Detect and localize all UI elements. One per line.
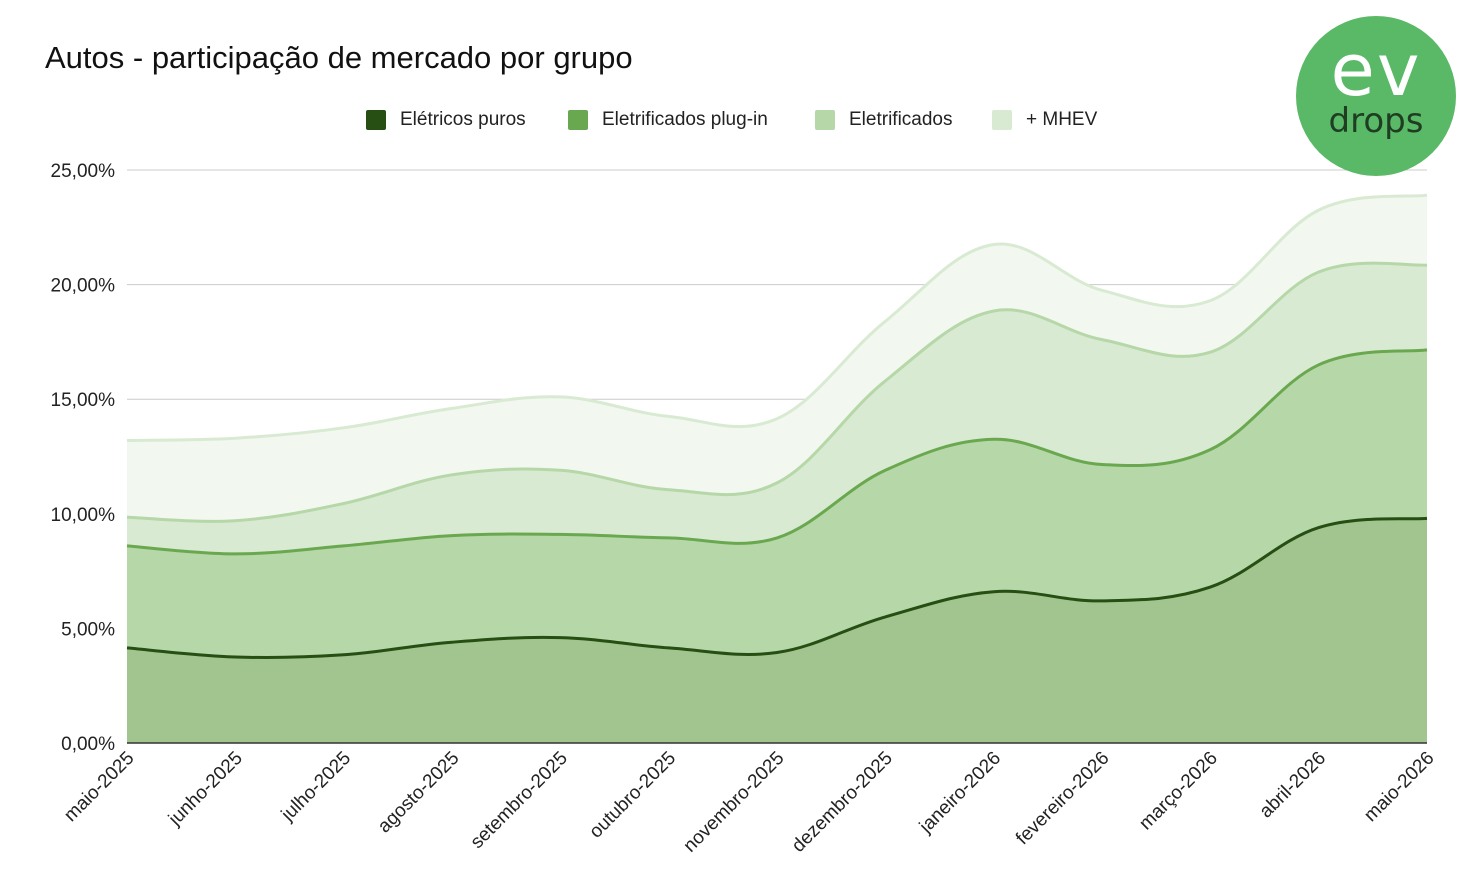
x-tick-label: novembro-2025 <box>680 748 789 857</box>
area-0 <box>127 518 1427 743</box>
legend-item: Elétricos puros <box>366 106 526 134</box>
ev-drops-logo: ev drops <box>1296 16 1456 176</box>
y-tick-label: 0,00% <box>61 734 115 755</box>
y-tick-label: 15,00% <box>51 390 116 411</box>
legend-swatch <box>815 110 835 130</box>
x-tick-label: junho-2025 <box>164 748 247 831</box>
y-tick-label: 5,00% <box>61 619 115 640</box>
x-tick-label: março-2026 <box>1135 748 1222 835</box>
y-tick-label: 25,00% <box>51 161 116 182</box>
x-tick-label: abril-2026 <box>1256 748 1331 823</box>
legend: Elétricos puros Eletrificados plug-in Elet… <box>0 106 1470 134</box>
x-tick-label: agosto-2025 <box>374 748 464 838</box>
series-lines <box>126 193 1428 660</box>
logo-text-drops: drops <box>1328 101 1424 141</box>
areas <box>127 195 1427 743</box>
x-tick-label: setembro-2025 <box>467 748 572 853</box>
legend-item: + MHEV <box>992 106 1097 134</box>
x-tick-label: fevereiro-2026 <box>1012 748 1113 849</box>
x-tick-label: dezembro-2025 <box>788 748 897 857</box>
x-tick-label: julho-2025 <box>277 748 355 826</box>
legend-item: Eletrificados <box>815 106 953 134</box>
legend-item: Eletrificados plug-in <box>568 106 768 134</box>
legend-label: + MHEV <box>1026 109 1098 130</box>
chart-title: Autos - participação de mercado por grup… <box>45 40 633 75</box>
y-tick-label: 10,00% <box>51 505 116 526</box>
series-line-2 <box>126 261 1428 523</box>
x-tick-label: maio-2026 <box>1360 748 1438 826</box>
series-line-1 <box>126 348 1428 556</box>
series-line-0 <box>126 516 1428 660</box>
legend-swatch <box>568 110 588 130</box>
legend-swatch <box>366 110 386 130</box>
legend-label: Elétricos puros <box>400 109 526 130</box>
series-line-3 <box>126 193 1428 442</box>
x-tick-label: maio-2025 <box>60 748 138 826</box>
x-tick-label: janeiro-2026 <box>915 748 1005 838</box>
legend-label: Eletrificados <box>849 109 953 130</box>
logo-text-ev: ev <box>1330 28 1422 112</box>
legend-swatch <box>992 110 1012 130</box>
y-tick-label: 20,00% <box>51 276 116 297</box>
x-tick-label: outubro-2025 <box>585 748 680 843</box>
legend-label: Eletrificados plug-in <box>602 109 768 130</box>
